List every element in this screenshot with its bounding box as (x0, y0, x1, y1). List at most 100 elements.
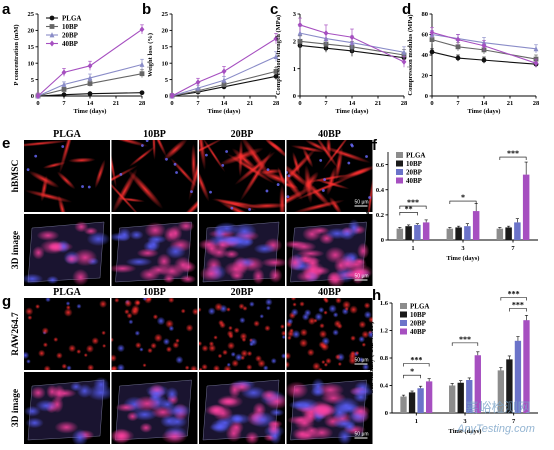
bar (414, 224, 421, 240)
macrophage (76, 303, 82, 309)
x-axis-label: Time (days) (449, 428, 482, 435)
macrophage (240, 349, 249, 358)
fluor-blob (215, 239, 231, 251)
nucleus (145, 140, 149, 143)
y-tick-label: 15 (28, 44, 35, 51)
x-tick-label: 7 (511, 245, 515, 252)
y-tick-label: 5 (31, 77, 35, 84)
series-line (171, 56, 277, 97)
fluor-blob (144, 222, 167, 239)
column-header: PLGA (53, 129, 82, 140)
micrograph-content (24, 140, 106, 212)
bar (514, 222, 521, 240)
series-line (37, 92, 143, 97)
x-axis-label: Time (days) (336, 108, 369, 115)
macrophage (91, 337, 100, 345)
macrophage (349, 305, 358, 314)
watermark: 嘉峪检测网 AnyTesting.com (456, 400, 535, 435)
macrophage (265, 305, 271, 311)
x-tick-label: 21 (507, 100, 514, 107)
legend-label: PLGA (410, 303, 429, 311)
fluor-blob (310, 266, 331, 276)
fluor-blob (54, 420, 79, 434)
data-point (349, 34, 355, 41)
nucleus (265, 189, 269, 193)
macrophage (35, 304, 41, 310)
fluor-blob (217, 397, 238, 406)
fluor-blob (337, 428, 353, 444)
data-point (221, 68, 227, 75)
cell-fiber (218, 147, 264, 166)
significance-bracket: * (449, 193, 477, 205)
micrograph-cell: 50 μm (286, 298, 373, 370)
data-point (429, 49, 435, 55)
cell-fiber (42, 161, 66, 169)
legend-marker (49, 40, 55, 47)
cell-fiber (170, 157, 197, 188)
data-point (273, 53, 279, 60)
y-tick-label: 0.4 (380, 383, 389, 390)
legend-label: 20BP (62, 32, 79, 40)
macrophage (135, 300, 141, 305)
macrophage (201, 344, 209, 352)
x-tick-label: 28 (533, 100, 540, 107)
series-PLGA (400, 367, 505, 413)
macrophage (368, 316, 373, 323)
macrophage (134, 330, 141, 336)
series-line (37, 73, 143, 97)
micrograph-content (199, 221, 285, 285)
fluor-blob (129, 230, 144, 240)
significance-label: * (410, 367, 414, 376)
y-axis-label: Compression strength (MPa) (275, 15, 282, 95)
macrophage (239, 317, 246, 324)
nucleus (221, 163, 225, 167)
x-tick-label: 7 (512, 418, 516, 425)
data-point (481, 42, 487, 49)
macrophage (291, 329, 301, 339)
chart-panel-b: b 0 5 10 15 20 25 Weight loss (%) Time (days) 0 7 1… (142, 1, 280, 115)
macrophage (321, 359, 326, 365)
nucleus (323, 178, 327, 181)
cell-fiber (117, 197, 145, 203)
macrophage (162, 338, 171, 346)
y-axis-label: P concentration (mM) (13, 24, 20, 85)
micrograph-cell (199, 140, 285, 212)
fluor-blob (357, 242, 370, 260)
row-label: 3D image (11, 231, 21, 269)
y-tick-label: 10 (162, 60, 169, 67)
legend-label: PLGA (62, 15, 81, 23)
y-tick-label: 80 (422, 11, 429, 18)
macrophage (231, 359, 239, 368)
data-point (87, 62, 93, 69)
legend-label: 20BP (406, 169, 423, 177)
x-tick-label: 7 (456, 100, 460, 107)
legend-swatch (396, 169, 403, 175)
fluor-blob (286, 381, 309, 399)
fluor-blob (111, 232, 131, 242)
macrophage (156, 316, 166, 326)
macrophage (226, 362, 231, 367)
legend-label: 20BP (410, 320, 427, 328)
panel-letter-g: g (2, 293, 11, 310)
nucleus (26, 168, 30, 172)
x-tick-label: 3 (461, 245, 465, 252)
series-line (299, 40, 405, 56)
macrophage (350, 335, 356, 342)
macrophage (87, 364, 95, 370)
data-point (221, 77, 227, 83)
cell-fiber (304, 140, 329, 153)
macrophage (318, 329, 328, 339)
data-point (533, 45, 539, 52)
micrograph-content (111, 298, 198, 370)
macrophage (217, 353, 223, 359)
macrophage (361, 363, 370, 370)
fluor-blob (139, 268, 161, 282)
macrophage (355, 350, 360, 356)
fluor-blob (345, 259, 368, 270)
micrograph-content (24, 298, 108, 370)
nucleus (276, 183, 280, 186)
fluor-blob (72, 248, 98, 267)
macrophage (114, 298, 120, 303)
data-point (61, 92, 67, 98)
